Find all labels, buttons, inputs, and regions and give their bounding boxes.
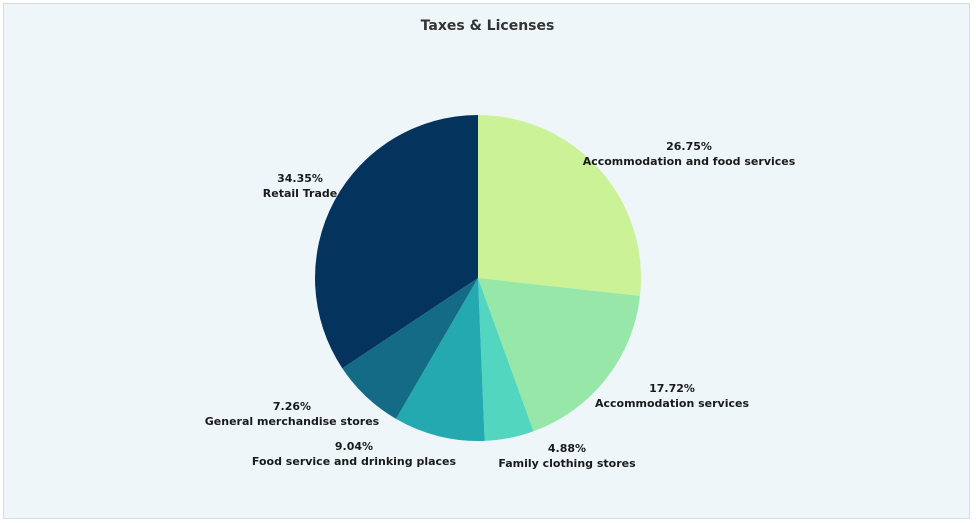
slice-percent-label: 7.26%	[273, 400, 311, 413]
pie-slice[interactable]	[478, 278, 534, 441]
slice-percent-label: 34.35%	[277, 172, 323, 185]
slice-percent-label: 4.88%	[548, 442, 586, 455]
slice-category-label: Retail Trade	[263, 187, 337, 200]
pie-slice[interactable]	[342, 278, 478, 419]
slice-percent-label: 9.04%	[335, 440, 373, 453]
chart-title: Taxes & Licenses	[420, 18, 555, 34]
slice-category-label: Accommodation services	[595, 397, 749, 410]
pie-slice[interactable]	[478, 115, 642, 296]
slice-category-label: Food service and drinking places	[252, 455, 457, 468]
slice-percent-label: 26.75%	[666, 140, 712, 153]
slice-category-label: Family clothing stores	[498, 457, 636, 470]
slice-category-label: Accommodation and food services	[583, 155, 796, 168]
pie-slice[interactable]	[315, 115, 478, 369]
pie-slice[interactable]	[478, 278, 641, 432]
pie-slice[interactable]	[396, 278, 485, 441]
window-edge	[970, 0, 976, 523]
slice-percent-label: 17.72%	[649, 382, 695, 395]
slice-category-label: General merchandise stores	[205, 415, 380, 428]
